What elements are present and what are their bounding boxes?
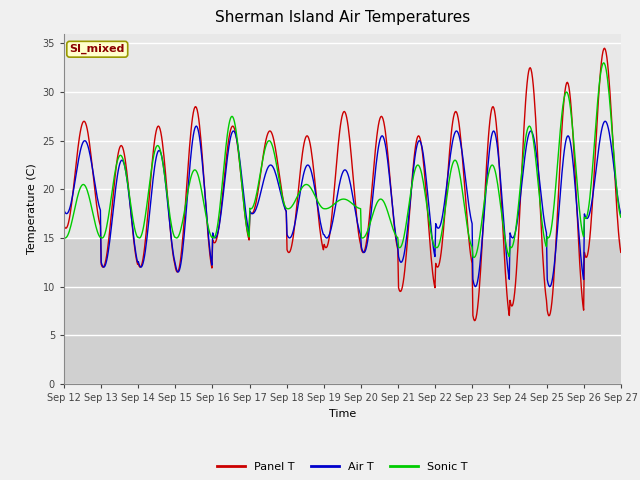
Air T: [70, 184, 78, 190]
Panel T: [426, 245, 434, 251]
Text: SI_mixed: SI_mixed: [70, 44, 125, 54]
Y-axis label: Temperature (C): Temperature (C): [27, 163, 37, 254]
Sonic T: [617, 214, 625, 220]
Sonic T: [600, 60, 607, 66]
Panel T: [70, 180, 78, 185]
Sonic T: [60, 235, 68, 240]
Title: Sherman Island Air Temperatures: Sherman Island Air Temperatures: [215, 11, 470, 25]
Panel T: [601, 45, 609, 51]
Legend: Panel T, Air T, Sonic T: Panel T, Air T, Sonic T: [213, 457, 472, 477]
Sonic T: [470, 254, 477, 260]
Line: Air T: Air T: [64, 121, 621, 287]
Sonic T: [410, 171, 418, 177]
X-axis label: Time: Time: [329, 408, 356, 419]
Sonic T: [70, 209, 78, 215]
Air T: [214, 232, 221, 238]
Panel T: [127, 215, 135, 221]
Line: Panel T: Panel T: [64, 48, 621, 321]
Sonic T: [426, 226, 434, 232]
Air T: [546, 284, 554, 289]
Line: Sonic T: Sonic T: [64, 63, 621, 257]
Air T: [127, 214, 135, 220]
Air T: [184, 187, 192, 192]
Sonic T: [214, 224, 221, 230]
Panel T: [410, 156, 418, 161]
Panel T: [214, 233, 221, 239]
Air T: [426, 218, 434, 224]
Air T: [617, 211, 625, 217]
Panel T: [617, 250, 625, 255]
Panel T: [184, 166, 192, 171]
Panel T: [470, 318, 478, 324]
Air T: [410, 161, 418, 167]
Panel T: [60, 223, 68, 228]
Bar: [64, 238, 621, 384]
Sonic T: [184, 189, 192, 194]
Air T: [602, 119, 609, 124]
Sonic T: [127, 206, 135, 212]
Air T: [60, 207, 68, 213]
